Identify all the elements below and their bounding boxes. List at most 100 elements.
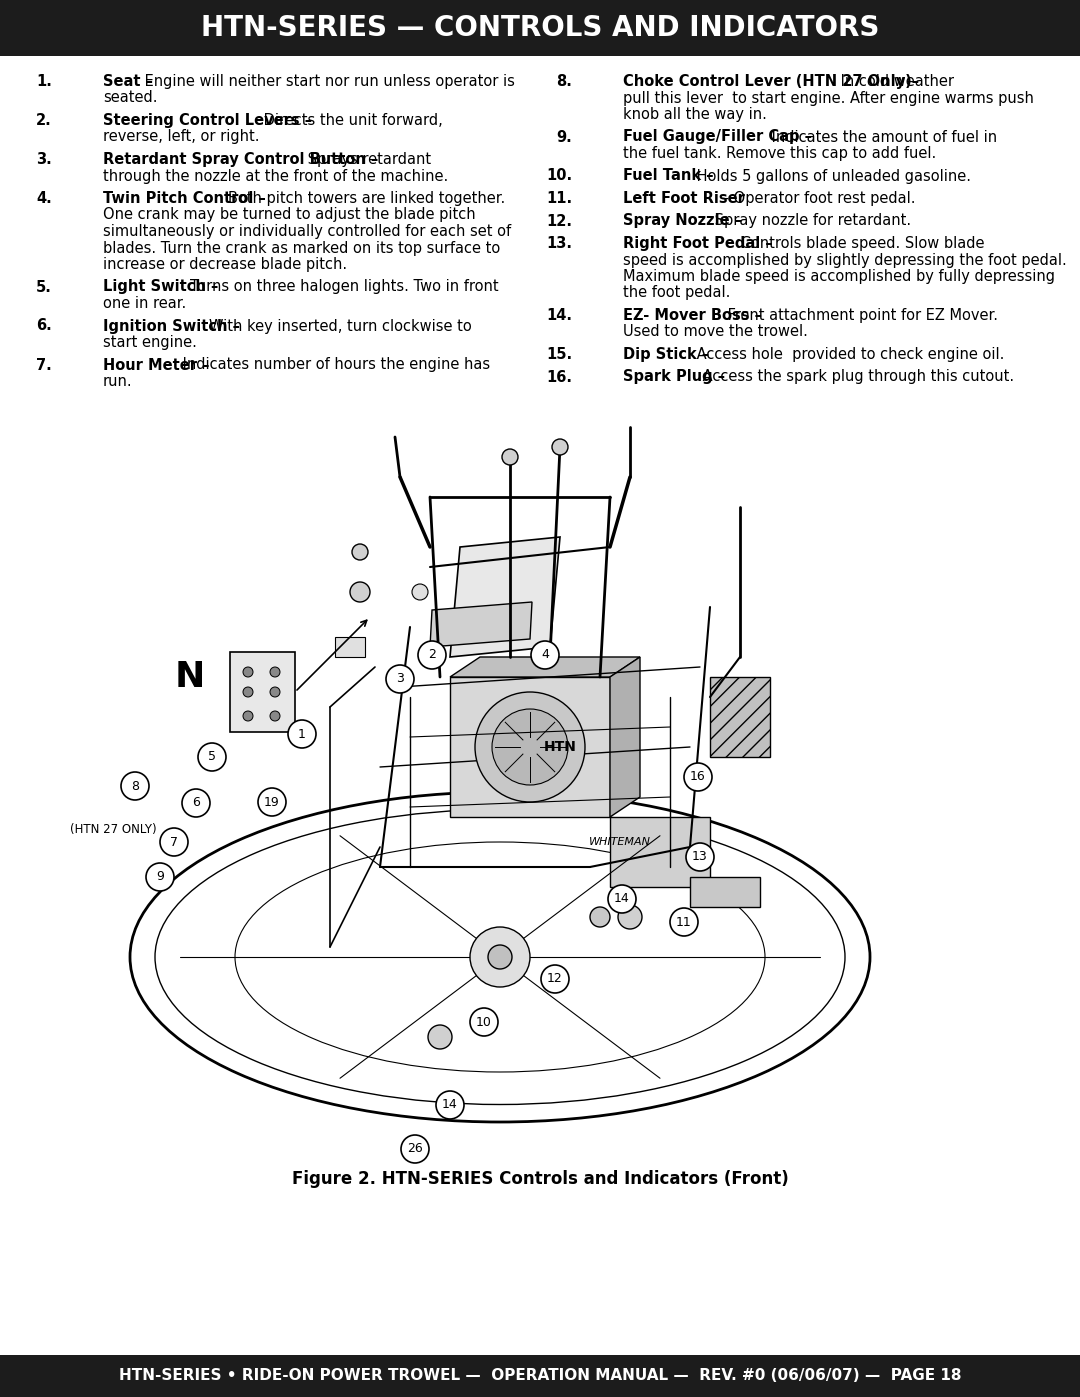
Text: 9: 9 [157, 870, 164, 883]
Text: Choke Control Lever (HTN 27 Only)–: Choke Control Lever (HTN 27 Only)– [623, 74, 919, 89]
Text: knob all the way in.: knob all the way in. [623, 108, 767, 122]
Bar [450, 678, 610, 817]
Text: One crank may be turned to adjust the blade pitch: One crank may be turned to adjust the bl… [103, 208, 475, 222]
Circle shape [418, 641, 446, 669]
Text: Seat –: Seat – [103, 74, 153, 89]
Bar [710, 678, 770, 757]
Text: 5.: 5. [36, 279, 52, 295]
Circle shape [183, 789, 210, 817]
Text: Access hole  provided to check engine oil.: Access hole provided to check engine oil… [692, 346, 1004, 362]
Text: start engine.: start engine. [103, 335, 197, 351]
Circle shape [475, 692, 585, 802]
Text: Directs the unit forward,: Directs the unit forward, [259, 113, 443, 129]
Text: run.: run. [103, 374, 133, 388]
Circle shape [684, 763, 712, 791]
Text: 4.: 4. [37, 191, 52, 205]
Text: increase or decrease blade pitch.: increase or decrease blade pitch. [103, 257, 347, 272]
Text: Hour Meter –: Hour Meter – [103, 358, 210, 373]
Circle shape [470, 928, 530, 988]
Text: 3: 3 [396, 672, 404, 686]
Text: WHITEMAN: WHITEMAN [589, 837, 651, 847]
Text: 5: 5 [208, 750, 216, 764]
Text: blades. Turn the crank as marked on its top surface to: blades. Turn the crank as marked on its … [103, 240, 500, 256]
Circle shape [243, 711, 253, 721]
Circle shape [470, 1009, 498, 1037]
Circle shape [590, 907, 610, 928]
Circle shape [492, 710, 568, 785]
Circle shape [686, 842, 714, 870]
Text: pull this lever  to start engine. After engine warms push: pull this lever to start engine. After e… [623, 91, 1034, 106]
Text: 14: 14 [442, 1098, 458, 1112]
Text: through the nozzle at the front of the machine.: through the nozzle at the front of the m… [103, 169, 448, 183]
Circle shape [411, 584, 428, 599]
Circle shape [352, 543, 368, 560]
Text: Dip Stick –: Dip Stick – [623, 346, 710, 362]
Text: In cold weather: In cold weather [836, 74, 954, 89]
Text: With key inserted, turn clockwise to: With key inserted, turn clockwise to [210, 319, 472, 334]
Text: Indicates number of hours the engine has: Indicates number of hours the engine has [178, 358, 490, 373]
Bar [610, 817, 710, 887]
Text: Controls blade speed. Slow blade: Controls blade speed. Slow blade [735, 236, 984, 251]
Circle shape [552, 439, 568, 455]
Text: 19: 19 [265, 795, 280, 809]
Text: Spray Nozzle –: Spray Nozzle – [623, 214, 742, 229]
Circle shape [258, 788, 286, 816]
Text: 12.: 12. [546, 214, 572, 229]
Circle shape [121, 773, 149, 800]
Text: 10.: 10. [545, 169, 572, 183]
Text: 6: 6 [192, 796, 200, 809]
Text: one in rear.: one in rear. [103, 296, 186, 312]
Bar [690, 877, 760, 907]
Text: Engine will neither start nor run unless operator is: Engine will neither start nor run unless… [140, 74, 515, 89]
Text: 8: 8 [131, 780, 139, 792]
Text: the foot pedal.: the foot pedal. [623, 285, 730, 300]
Bar [335, 637, 365, 657]
Text: 3.: 3. [37, 152, 52, 168]
Circle shape [270, 666, 280, 678]
Text: Indicates the amount of fuel in: Indicates the amount of fuel in [767, 130, 997, 144]
Text: speed is accomplished by slightly depressing the foot pedal.: speed is accomplished by slightly depres… [623, 253, 1067, 267]
Text: simultaneously or individually controlled for each set of: simultaneously or individually controlle… [103, 224, 511, 239]
Text: 13.: 13. [546, 236, 572, 251]
Circle shape [243, 687, 253, 697]
Polygon shape [430, 602, 532, 647]
Text: 1: 1 [298, 728, 306, 740]
Text: 7: 7 [170, 835, 178, 848]
Text: 16.: 16. [546, 369, 572, 384]
Text: – Operator foot rest pedal.: – Operator foot rest pedal. [717, 191, 915, 205]
Text: 16: 16 [690, 771, 706, 784]
Circle shape [270, 711, 280, 721]
Text: (HTN 27 ONLY): (HTN 27 ONLY) [70, 823, 157, 835]
Circle shape [608, 886, 636, 914]
Text: Retardant Spray Control Button –: Retardant Spray Control Button – [103, 152, 378, 168]
Text: Fuel Tank –: Fuel Tank – [623, 169, 714, 183]
Text: 7.: 7. [37, 358, 52, 373]
Text: 11.: 11. [545, 191, 572, 205]
Bar [0, 0, 1080, 56]
Circle shape [428, 1025, 453, 1049]
Circle shape [436, 1091, 464, 1119]
Circle shape [386, 665, 414, 693]
Text: Ν: Ν [175, 659, 205, 694]
Text: Spark Plug –: Spark Plug – [623, 369, 725, 384]
Text: 6.: 6. [37, 319, 52, 334]
Text: 8.: 8. [556, 74, 572, 89]
Circle shape [160, 828, 188, 856]
Text: Maximum blade speed is accomplished by fully depressing: Maximum blade speed is accomplished by f… [623, 270, 1055, 284]
Text: Access the spark plug through this cutout.: Access the spark plug through this cutou… [698, 369, 1014, 384]
Text: 2.: 2. [37, 113, 52, 129]
Circle shape [618, 905, 642, 929]
Circle shape [488, 944, 512, 970]
Polygon shape [610, 657, 640, 817]
Text: Holds 5 gallons of unleaded gasoline.: Holds 5 gallons of unleaded gasoline. [692, 169, 971, 183]
Text: Figure 2. HTN-SERIES Controls and Indicators (Front): Figure 2. HTN-SERIES Controls and Indica… [292, 1171, 788, 1187]
Bar [230, 652, 295, 732]
Polygon shape [450, 657, 640, 678]
Text: Ignition Switch –: Ignition Switch – [103, 319, 240, 334]
Circle shape [198, 743, 226, 771]
Text: Sprays retardant: Sprays retardant [303, 152, 431, 168]
Text: HTN-SERIES • RIDE-ON POWER TROWEL —  OPERATION MANUAL —  REV. #0 (06/06/07) —  P: HTN-SERIES • RIDE-ON POWER TROWEL — OPER… [119, 1369, 961, 1383]
Text: 1.: 1. [36, 74, 52, 89]
Text: 26: 26 [407, 1143, 423, 1155]
Text: HTN-SERIES — CONTROLS AND INDICATORS: HTN-SERIES — CONTROLS AND INDICATORS [201, 14, 879, 42]
